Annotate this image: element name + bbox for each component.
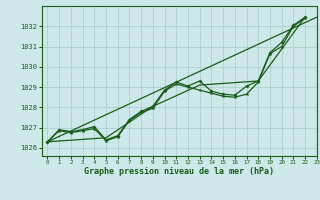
- X-axis label: Graphe pression niveau de la mer (hPa): Graphe pression niveau de la mer (hPa): [84, 167, 274, 176]
